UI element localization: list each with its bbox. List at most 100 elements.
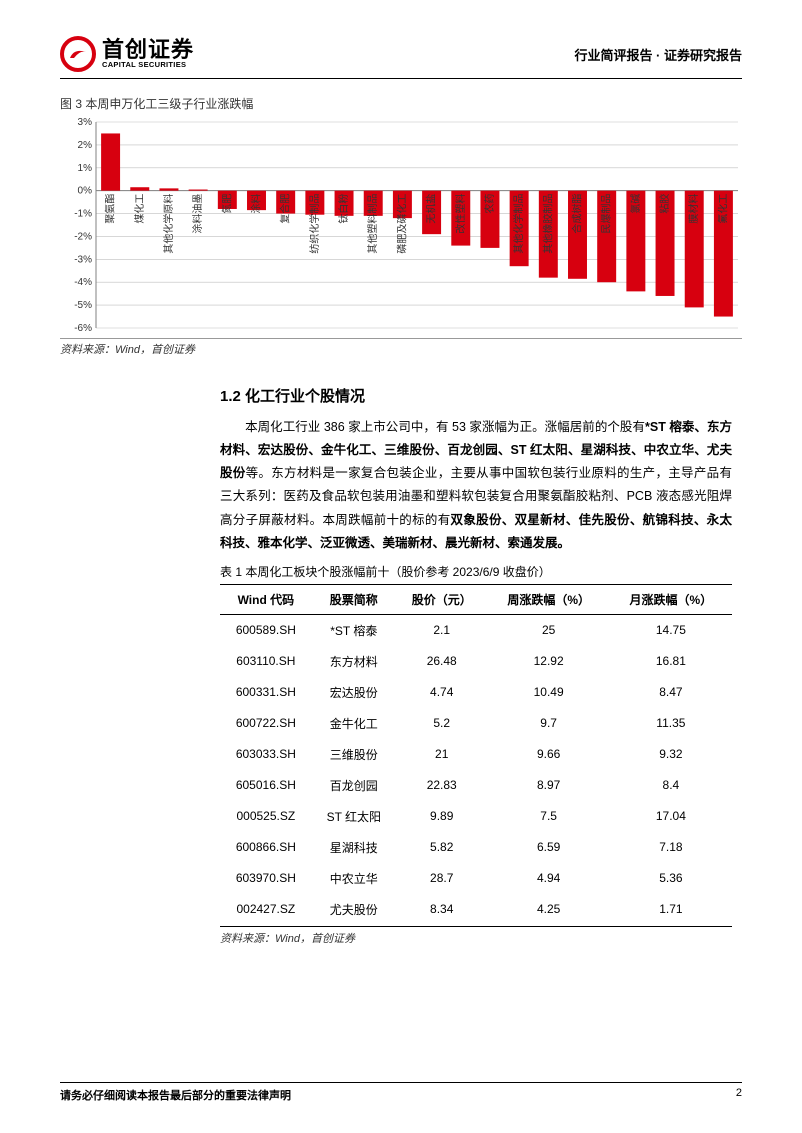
stock-table: Wind 代码股票简称股价（元）周涨跌幅（%）月涨跌幅（%） 600589.SH… bbox=[220, 584, 732, 927]
table-cell: 603970.SH bbox=[220, 863, 312, 894]
svg-text:民爆制品: 民爆制品 bbox=[600, 194, 613, 234]
page-footer: 请务必仔细阅读本报告最后部分的重要法律声明 2 bbox=[60, 1082, 742, 1103]
table-cell: 4.94 bbox=[488, 863, 610, 894]
table-cell: 中农立华 bbox=[312, 863, 396, 894]
table-cell: 002427.SZ bbox=[220, 894, 312, 927]
table-cell: 东方材料 bbox=[312, 646, 396, 677]
svg-text:聚氨酯: 聚氨酯 bbox=[104, 194, 117, 224]
table-cell: 9.89 bbox=[396, 801, 488, 832]
table-cell: 百龙创园 bbox=[312, 770, 396, 801]
bar-chart: -6%-5%-4%-3%-2%-1%0%1%2%3%聚氨酯煤化工其他化学原料涂料… bbox=[60, 116, 742, 336]
table-cell: 12.92 bbox=[488, 646, 610, 677]
svg-text:合成树脂: 合成树脂 bbox=[571, 194, 584, 234]
table-cell: 9.32 bbox=[610, 739, 732, 770]
svg-text:磷肥及磷化工: 磷肥及磷化工 bbox=[395, 194, 408, 254]
table-cell: 8.34 bbox=[396, 894, 488, 927]
svg-text:复合肥: 复合肥 bbox=[279, 194, 292, 224]
table-row: 600331.SH宏达股份4.7410.498.47 bbox=[220, 677, 732, 708]
table-source: 资料来源：Wind，首创证券 bbox=[220, 930, 732, 946]
table-cell: 1.71 bbox=[610, 894, 732, 927]
svg-text:氯碱: 氯碱 bbox=[629, 194, 642, 214]
logo-text-cn: 首创证券 bbox=[102, 39, 194, 61]
svg-text:-6%: -6% bbox=[74, 323, 92, 334]
svg-text:其他橡胶制品: 其他橡胶制品 bbox=[541, 194, 554, 254]
table-cell: 5.82 bbox=[396, 832, 488, 863]
svg-text:其他化学原料: 其他化学原料 bbox=[162, 194, 175, 254]
section-heading: 1.2 化工行业个股情况 bbox=[220, 385, 732, 406]
table-cell: ST 红太阳 bbox=[312, 801, 396, 832]
svg-text:膜材料: 膜材料 bbox=[687, 194, 700, 224]
header-category: 行业简评报告 · 证券研究报告 bbox=[574, 45, 742, 64]
svg-text:农药: 农药 bbox=[483, 194, 496, 214]
footer-disclaimer: 请务必仔细阅读本报告最后部分的重要法律声明 bbox=[60, 1087, 291, 1103]
table-cell: 8.4 bbox=[610, 770, 732, 801]
table-col-header: Wind 代码 bbox=[220, 584, 312, 614]
table-col-header: 股价（元） bbox=[396, 584, 488, 614]
svg-text:钛白粉: 钛白粉 bbox=[337, 194, 350, 224]
table-cell: 000525.SZ bbox=[220, 801, 312, 832]
table-cell: 605016.SH bbox=[220, 770, 312, 801]
svg-text:其他化学制品: 其他化学制品 bbox=[512, 194, 525, 254]
table-cell: 21 bbox=[396, 739, 488, 770]
table-cell: 22.83 bbox=[396, 770, 488, 801]
table-row: 600722.SH金牛化工5.29.711.35 bbox=[220, 708, 732, 739]
table-cell: 25 bbox=[488, 614, 610, 646]
table-cell: 7.5 bbox=[488, 801, 610, 832]
table-row: 000525.SZST 红太阳9.897.517.04 bbox=[220, 801, 732, 832]
table-cell: 9.7 bbox=[488, 708, 610, 739]
table-cell: 17.04 bbox=[610, 801, 732, 832]
table-cell: 26.48 bbox=[396, 646, 488, 677]
table-cell: 9.66 bbox=[488, 739, 610, 770]
table-row: 603970.SH中农立华28.74.945.36 bbox=[220, 863, 732, 894]
table-cell: 星湖科技 bbox=[312, 832, 396, 863]
svg-text:纺织化学制品: 纺织化学制品 bbox=[308, 194, 321, 254]
table-cell: 金牛化工 bbox=[312, 708, 396, 739]
table-cell: 11.35 bbox=[610, 708, 732, 739]
table-cell: 600589.SH bbox=[220, 614, 312, 646]
body-paragraph: 本周化工行业 386 家上市公司中，有 53 家涨幅为正。涨幅居前的个股有*ST… bbox=[220, 416, 732, 555]
table-cell: *ST 榕泰 bbox=[312, 614, 396, 646]
table-cell: 5.2 bbox=[396, 708, 488, 739]
table-cell: 尤夫股份 bbox=[312, 894, 396, 927]
table-cell: 16.81 bbox=[610, 646, 732, 677]
table-cell: 28.7 bbox=[396, 863, 488, 894]
svg-text:-4%: -4% bbox=[74, 277, 92, 288]
table-cell: 4.25 bbox=[488, 894, 610, 927]
svg-text:煤化工: 煤化工 bbox=[133, 194, 146, 224]
table-cell: 6.59 bbox=[488, 832, 610, 863]
table-cell: 2.1 bbox=[396, 614, 488, 646]
logo-text-en: CAPITAL SECURITIES bbox=[102, 61, 194, 69]
table-cell: 7.18 bbox=[610, 832, 732, 863]
svg-text:氮肥: 氮肥 bbox=[220, 194, 233, 214]
logo-icon bbox=[60, 36, 96, 72]
table-cell: 10.49 bbox=[488, 677, 610, 708]
table-row: 603110.SH东方材料26.4812.9216.81 bbox=[220, 646, 732, 677]
svg-text:-1%: -1% bbox=[74, 209, 92, 220]
table-col-header: 股票简称 bbox=[312, 584, 396, 614]
table-cell: 600331.SH bbox=[220, 677, 312, 708]
table-col-header: 周涨跌幅（%） bbox=[488, 584, 610, 614]
chart-title: 图 3 本周申万化工三级子行业涨跌幅 bbox=[60, 95, 742, 112]
svg-text:涂料: 涂料 bbox=[250, 194, 263, 214]
table-cell: 8.97 bbox=[488, 770, 610, 801]
table-row: 603033.SH三维股份219.669.32 bbox=[220, 739, 732, 770]
table-cell: 5.36 bbox=[610, 863, 732, 894]
svg-text:其他塑料制品: 其他塑料制品 bbox=[366, 194, 379, 254]
table-row: 002427.SZ尤夫股份8.344.251.71 bbox=[220, 894, 732, 927]
table-cell: 600866.SH bbox=[220, 832, 312, 863]
table-col-header: 月涨跌幅（%） bbox=[610, 584, 732, 614]
table-title: 表 1 本周化工板块个股涨幅前十（股价参考 2023/6/9 收盘价） bbox=[220, 563, 732, 580]
table-cell: 603033.SH bbox=[220, 739, 312, 770]
svg-text:无机盐: 无机盐 bbox=[425, 194, 438, 224]
table-cell: 603110.SH bbox=[220, 646, 312, 677]
svg-text:0%: 0% bbox=[78, 186, 93, 197]
table-cell: 宏达股份 bbox=[312, 677, 396, 708]
table-cell: 600722.SH bbox=[220, 708, 312, 739]
logo: 首创证券 CAPITAL SECURITIES bbox=[60, 36, 194, 72]
table-row: 600589.SH*ST 榕泰2.12514.75 bbox=[220, 614, 732, 646]
table-cell: 14.75 bbox=[610, 614, 732, 646]
svg-text:-5%: -5% bbox=[74, 300, 92, 311]
svg-text:3%: 3% bbox=[78, 117, 93, 128]
svg-text:改性塑料: 改性塑料 bbox=[454, 194, 467, 234]
table-cell: 8.47 bbox=[610, 677, 732, 708]
